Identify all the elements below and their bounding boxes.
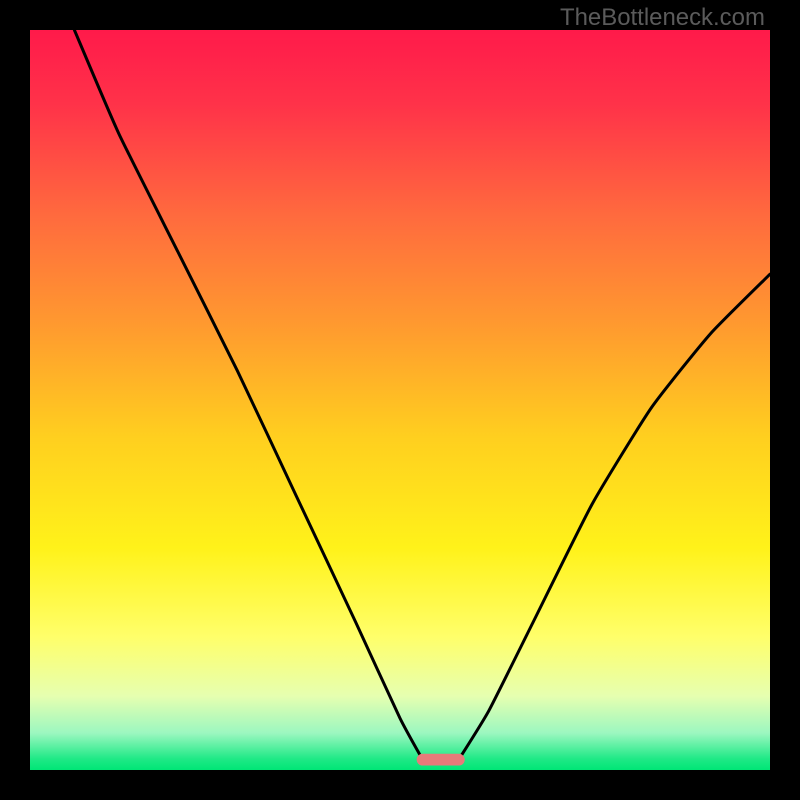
plot-area: [30, 30, 770, 770]
trough-marker: [30, 30, 770, 770]
trough-marker-shape: [417, 754, 465, 766]
watermark-text: TheBottleneck.com: [560, 4, 765, 32]
chart-frame: TheBottleneck.com: [0, 0, 800, 800]
